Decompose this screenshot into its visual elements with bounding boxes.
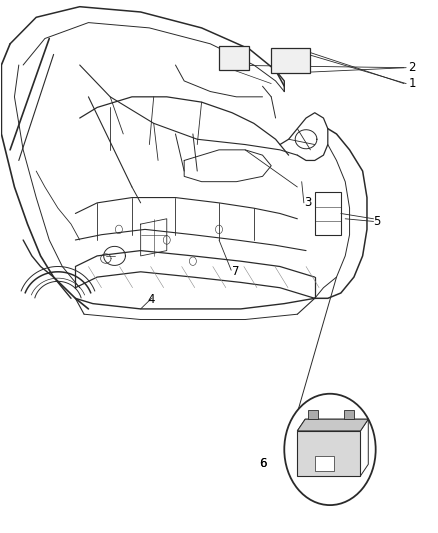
Bar [308,410,318,419]
Text: 2: 2 [408,61,416,74]
Text: 3: 3 [304,196,311,209]
Bar [271,47,311,73]
Bar [219,46,250,70]
Bar [297,431,360,476]
Text: 1: 1 [408,77,416,90]
Polygon shape [297,419,368,431]
Circle shape [284,394,376,505]
Bar [315,192,341,235]
Text: 4: 4 [148,293,155,306]
Text: 6: 6 [259,457,266,470]
Text: 6: 6 [259,457,266,470]
Bar [344,410,354,419]
Text: 7: 7 [232,265,240,278]
Text: 5: 5 [374,215,381,228]
Bar [315,456,334,471]
